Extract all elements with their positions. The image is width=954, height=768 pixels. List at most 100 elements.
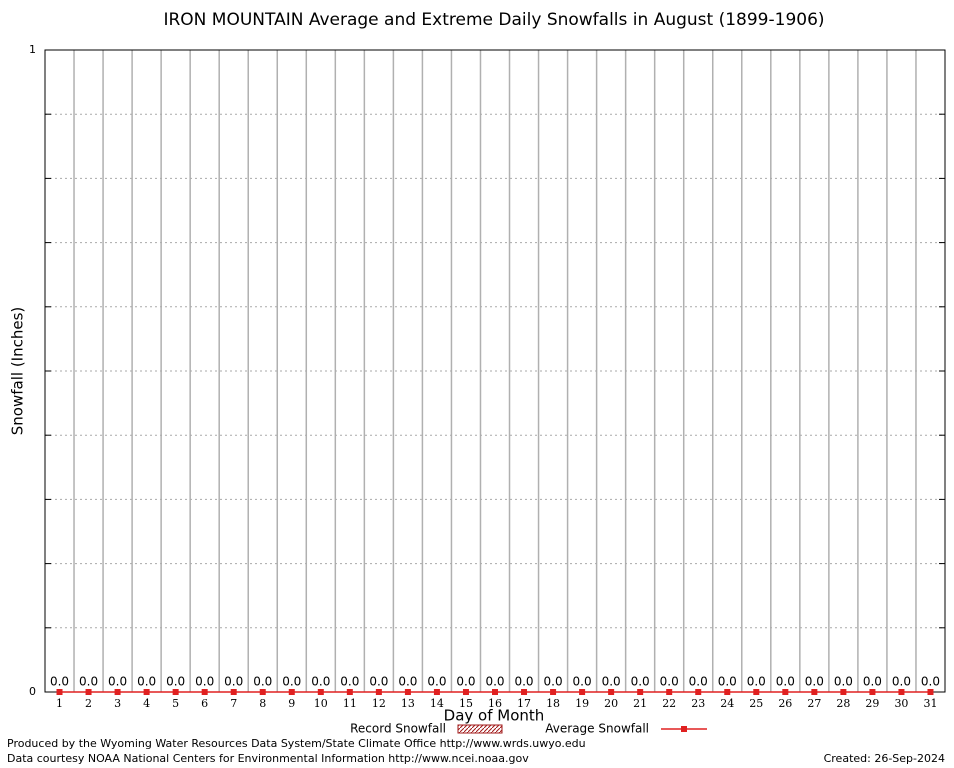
value-label: 0.0 [921,675,940,689]
value-label: 0.0 [544,675,563,689]
value-label: 0.0 [311,675,330,689]
x-tick-label: 1 [56,697,63,710]
line-marker [85,689,92,695]
value-label: 0.0 [195,675,214,689]
x-tick-label: 28 [836,697,850,710]
line-marker [404,689,411,695]
y-tick-label: 1 [29,43,36,56]
line-marker [811,689,818,695]
x-tick-label: 26 [778,697,792,710]
x-tick-label: 11 [343,697,357,710]
line-marker [288,689,295,695]
x-tick-label: 25 [749,697,763,710]
line-marker [521,689,528,695]
value-label: 0.0 [282,675,301,689]
line-marker [230,689,237,695]
value-label: 0.0 [776,675,795,689]
value-label: 0.0 [602,675,621,689]
value-label: 0.0 [137,675,156,689]
x-tick-label: 21 [633,697,647,710]
value-label: 0.0 [340,675,359,689]
y-axis-title: Snowfall (Inches) [9,307,27,435]
value-label: 0.0 [398,675,417,689]
x-tick-label: 12 [372,697,386,710]
x-tick-label: 16 [488,697,502,710]
x-tick-label: 31 [923,697,937,710]
x-tick-label: 5 [172,697,179,710]
value-label: 0.0 [834,675,853,689]
value-label: 0.0 [108,675,127,689]
value-label: 0.0 [631,675,650,689]
footer-credit: Produced by the Wyoming Water Resources … [7,737,586,750]
x-tick-label: 6 [201,697,208,710]
x-tick-label: 20 [604,697,618,710]
value-label: 0.0 [747,675,766,689]
line-marker [753,689,760,695]
x-tick-label: 18 [546,697,560,710]
x-tick-label: 4 [143,697,150,710]
value-label: 0.0 [718,675,737,689]
line-marker [346,689,353,695]
x-tick-label: 24 [720,697,734,710]
line-marker [550,689,557,695]
legend-label: Average Snowfall [545,722,649,736]
x-tick-label: 23 [691,697,705,710]
x-tick-label: 9 [288,697,295,710]
x-axis-title: Day of Month [444,707,545,725]
value-label: 0.0 [427,675,446,689]
line-marker [317,689,324,695]
line-marker [840,689,847,695]
legend-marker [681,726,687,732]
line-marker [172,689,179,695]
x-tick-label: 22 [662,697,676,710]
x-tick-label: 27 [807,697,821,710]
x-tick-label: 7 [230,697,237,710]
line-marker [375,689,382,695]
line-marker [462,689,469,695]
value-label: 0.0 [660,675,679,689]
line-marker [433,689,440,695]
x-tick-label: 15 [459,697,473,710]
line-marker [143,689,150,695]
x-tick-label: 19 [575,697,589,710]
value-label: 0.0 [863,675,882,689]
value-label: 0.0 [689,675,708,689]
value-label: 0.0 [485,675,504,689]
value-label: 0.0 [166,675,185,689]
value-label: 0.0 [224,675,243,689]
line-marker [869,689,876,695]
footer-created: Created: 26-Sep-2024 [824,752,945,765]
value-label: 0.0 [369,675,388,689]
legend-label: Record Snowfall [350,722,446,736]
y-tick-label: 0 [29,685,36,698]
value-label: 0.0 [573,675,592,689]
line-marker [579,689,586,695]
x-tick-label: 30 [894,697,908,710]
value-label: 0.0 [79,675,98,689]
x-tick-label: 10 [314,697,328,710]
line-marker [201,689,208,695]
footer-source: Data courtesy NOAA National Centers for … [7,752,529,765]
value-label: 0.0 [892,675,911,689]
line-marker [637,689,644,695]
value-label: 0.0 [514,675,533,689]
value-label: 0.0 [456,675,475,689]
x-tick-label: 8 [259,697,266,710]
x-tick-label: 17 [517,697,531,710]
line-marker [695,689,702,695]
value-label: 0.0 [253,675,272,689]
value-label: 0.0 [50,675,69,689]
line-marker [927,689,934,695]
x-tick-label: 13 [401,697,415,710]
line-marker [56,689,63,695]
line-marker [608,689,615,695]
x-tick-label: 14 [430,697,444,710]
line-marker [782,689,789,695]
line-marker [898,689,905,695]
chart-title: IRON MOUNTAIN Average and Extreme Daily … [163,10,824,30]
x-tick-label: 29 [865,697,879,710]
x-tick-label: 3 [114,697,121,710]
line-marker [724,689,731,695]
